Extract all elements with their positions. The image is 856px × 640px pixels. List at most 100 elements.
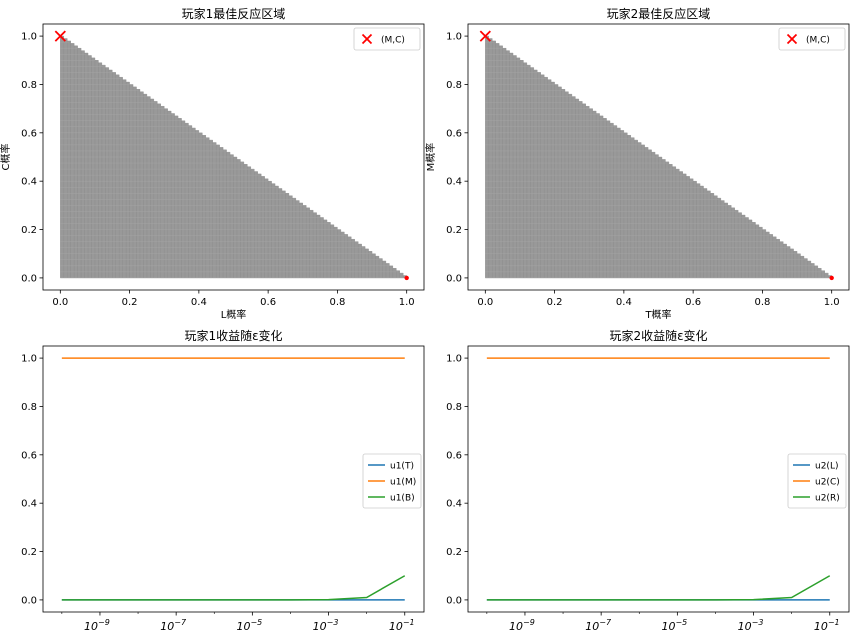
- y-tick-label: 0.4: [446, 177, 462, 188]
- legend-label: (M,C): [806, 36, 830, 46]
- legend-box: [787, 453, 847, 509]
- y-axis-label: M概率: [424, 143, 437, 172]
- x-tick-base: 10: [160, 620, 174, 633]
- x-tick-base: 10: [313, 620, 327, 633]
- x-tick-label: 10−7: [160, 618, 187, 633]
- chart-title: 玩家2收益随ε变化: [609, 328, 707, 343]
- x-tick-exponent: −9: [98, 618, 110, 627]
- x-tick-label: 1.0: [824, 297, 840, 308]
- x-tick-exponent: −1: [403, 618, 415, 627]
- x-tick-base: 10: [389, 620, 403, 633]
- x-tick-base: 10: [814, 620, 828, 633]
- x-tick-label: 10−5: [236, 618, 262, 633]
- marker-dot: [404, 275, 409, 281]
- x-tick-exponent: −7: [174, 618, 187, 627]
- marker-x: [479, 30, 491, 42]
- legend-box: [362, 453, 422, 509]
- y-tick-label: 0.0: [21, 595, 37, 606]
- legend-box: [778, 27, 846, 51]
- y-tick-label: 0.2: [446, 547, 462, 558]
- x-tick-exponent: −1: [828, 618, 840, 627]
- x-tick-label: 0.2: [547, 297, 563, 308]
- chart-panel-2: 玩家2最佳反应区域 0.0 0.2 0.4 0.6 0.8 1.0 0.0 0.2 0.4 0.6 0…: [424, 6, 850, 321]
- x-tick-label: 0.6: [685, 297, 701, 308]
- x-tick-label: 10−1: [814, 618, 840, 633]
- x-tick-base: 10: [661, 620, 675, 633]
- x-tick-label: 10−7: [585, 618, 612, 633]
- y-tick-label: 0.2: [21, 225, 37, 236]
- x-tick-label: 10−1: [389, 618, 415, 633]
- x-tick-exponent: −3: [327, 618, 339, 627]
- y-tick-label: 0.6: [446, 450, 462, 461]
- plot-frame: [42, 23, 425, 291]
- marker-x-stroke: [54, 30, 66, 42]
- legend-label: u1(M): [390, 478, 416, 488]
- legend-label: (M,C): [381, 36, 405, 46]
- x-tick-label: 0.8: [329, 297, 345, 308]
- y-tick-label: 1.0: [21, 354, 37, 365]
- x-tick-label: 0.0: [477, 297, 493, 308]
- y-tick-label: 0.6: [21, 450, 37, 461]
- series-line-u1(B): [61, 575, 406, 601]
- x-tick-label: 0.2: [122, 297, 138, 308]
- y-tick-label: 1.0: [21, 32, 37, 43]
- y-tick-label: 0.6: [21, 128, 37, 139]
- x-tick-exponent: −3: [752, 618, 764, 627]
- y-tick-label: 0.4: [446, 499, 462, 510]
- legend: u1(T) u1(M) u1(B): [362, 453, 422, 509]
- marker-dot: [829, 275, 834, 281]
- x-axis-label: T概率: [644, 308, 671, 321]
- x-tick-label: 0.8: [754, 297, 770, 308]
- y-tick-label: 0.4: [21, 177, 37, 188]
- y-tick-label: 0.2: [446, 225, 462, 236]
- marker-x: [54, 30, 66, 42]
- x-tick-label: 0.4: [191, 297, 207, 308]
- best-response-region: [485, 35, 832, 279]
- x-tick-base: 10: [585, 620, 599, 633]
- chart-panel-1: 玩家1最佳反应区域 0.0 0.2 0.4 0.6 0.8 1.0 0.0 0.2 0.4 0.6 0…: [0, 6, 425, 321]
- plot-frame: [467, 23, 850, 291]
- legend-box: [353, 27, 421, 51]
- x-tick-base: 10: [509, 620, 523, 633]
- x-tick-base: 10: [84, 620, 98, 633]
- y-tick-label: 0.2: [21, 547, 37, 558]
- chart-title: 玩家1最佳反应区域: [182, 6, 286, 21]
- x-tick-label: 10−3: [738, 618, 764, 633]
- legend: (M,C): [778, 27, 846, 51]
- legend-label: u1(T): [390, 462, 414, 472]
- legend: u2(L) u2(C) u2(R): [787, 453, 847, 509]
- x-tick-base: 10: [738, 620, 752, 633]
- y-tick-label: 1.0: [446, 354, 462, 365]
- x-tick-label: 0.4: [616, 297, 632, 308]
- y-tick-label: 1.0: [446, 32, 462, 43]
- plot-frame: [467, 345, 850, 613]
- legend-x-marker: [361, 33, 373, 45]
- best-response-region: [60, 35, 407, 279]
- legend-label: u2(C): [815, 478, 840, 488]
- legend-label: u2(R): [815, 494, 840, 504]
- x-tick-exponent: −5: [675, 618, 687, 627]
- x-tick-label: 0.6: [260, 297, 276, 308]
- x-tick-label: 10−5: [661, 618, 687, 633]
- y-tick-label: 0.8: [21, 80, 37, 91]
- x-tick-label: 10−3: [313, 618, 339, 633]
- legend-label: u2(L): [815, 462, 838, 472]
- x-tick-label: 0.0: [52, 297, 68, 308]
- x-tick-label: 10−9: [509, 618, 535, 633]
- y-tick-label: 0.0: [446, 273, 462, 284]
- y-tick-label: 0.8: [21, 402, 37, 413]
- x-tick-exponent: −5: [250, 618, 262, 627]
- x-tick-base: 10: [236, 620, 250, 633]
- legend-label: u1(B): [390, 494, 415, 504]
- marker-x-stroke: [479, 30, 491, 42]
- y-tick-label: 0.0: [446, 595, 462, 606]
- series-line-u2(R): [486, 575, 831, 601]
- y-axis-label: C概率: [0, 144, 12, 171]
- legend: (M,C): [353, 27, 421, 51]
- x-axis-label: L概率: [221, 308, 247, 321]
- y-tick-label: 0.8: [446, 402, 462, 413]
- y-tick-label: 0.8: [446, 80, 462, 91]
